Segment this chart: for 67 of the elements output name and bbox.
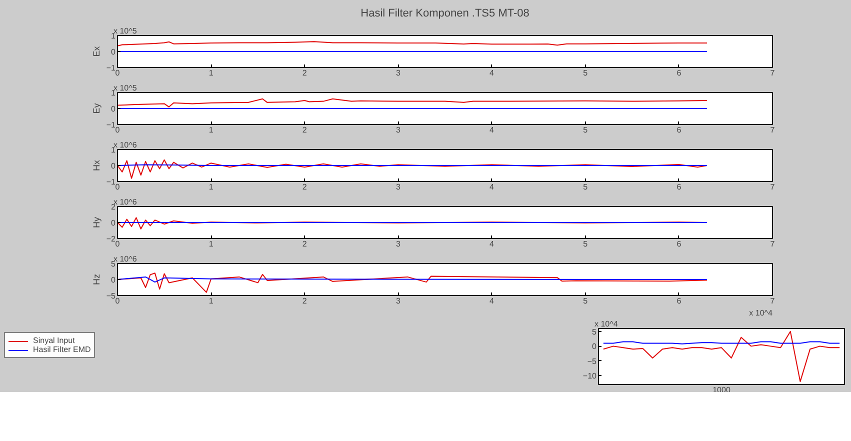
x-tick-label: 7	[770, 296, 776, 306]
y-tick-label: −1	[106, 64, 116, 72]
x-tick-label: 6	[676, 68, 682, 78]
y-tick-label: −5	[106, 292, 116, 300]
annotation: x 10^6	[114, 254, 138, 264]
x-tick-label: 4	[490, 296, 495, 306]
x-tick-label: 2	[302, 296, 308, 306]
y-tick-label: 1	[111, 32, 116, 40]
y-tick-label: −10	[582, 372, 598, 381]
y-tick-label: −2	[106, 234, 116, 244]
x-tick-label: 7	[770, 126, 776, 134]
y-tick-label: −5	[587, 356, 598, 366]
x-tick-label: 2	[302, 126, 308, 134]
x-axis-title: x 10^4	[749, 308, 774, 318]
x-tick-label: 4	[490, 126, 495, 134]
y-tick-label: 0	[592, 342, 598, 352]
x-tick-label: 6	[676, 296, 682, 306]
line-series	[602, 330, 840, 382]
y-axis-title: Ey	[91, 102, 102, 114]
y-tick-label: −1	[106, 120, 116, 130]
y-axis-title: Hx	[91, 160, 102, 171]
y-tick-label: 0	[111, 48, 116, 56]
y-tick-label: 5	[592, 327, 598, 336]
y-tick-label: 2	[111, 202, 116, 212]
x-tick-label: 1	[208, 296, 214, 306]
x-tick-label: 4	[490, 240, 495, 248]
x-tick-label: 6	[676, 126, 682, 134]
y-tick-label: 0	[111, 104, 116, 114]
x-tick-label: 1	[208, 182, 214, 192]
y-tick-label: 1	[111, 146, 116, 154]
annotation: x 10^5	[114, 84, 138, 92]
x-tick-label: 7	[770, 240, 776, 248]
y-tick-label: 1	[111, 88, 116, 98]
y-tick-label: 0	[111, 162, 116, 170]
y-axis-title: Ex	[91, 46, 102, 57]
x-tick-label: 6	[676, 240, 682, 248]
x-tick-label: 2	[302, 182, 308, 192]
legend-label: Hasil Filter EMD	[33, 345, 91, 354]
y-axis-title: Hz	[91, 274, 102, 285]
y-tick-label: 0	[111, 276, 116, 284]
x-tick-label: 2	[302, 240, 308, 248]
x-tick-label: 1	[208, 68, 214, 78]
y-axis-title: Hy	[91, 216, 102, 228]
x-tick-label: 3	[396, 296, 401, 306]
x-tick-label: 3	[396, 68, 401, 78]
y-tick-label: 5	[111, 260, 116, 268]
x-tick-label: 7	[770, 68, 776, 78]
annotation: x 10^6	[114, 198, 138, 206]
x-tick-label: 7	[770, 182, 776, 192]
x-tick-label: 3	[396, 240, 401, 248]
x-tick-label: 3	[396, 182, 401, 192]
annotation: x 10^5	[114, 26, 138, 36]
x-tick-label: 3	[396, 126, 401, 134]
line-series	[118, 98, 708, 108]
annotation: x 10^6	[114, 140, 138, 150]
y-tick-label: 0	[111, 218, 116, 228]
x-tick-label: 6	[676, 182, 682, 192]
legend-label: Sinyal Input	[33, 336, 75, 345]
x-tick-label: 4	[490, 68, 495, 78]
line-series	[118, 272, 708, 293]
x-tick-label: 1	[208, 126, 214, 134]
x-tick-label: 2	[302, 68, 308, 78]
y-tick-label: −1	[106, 178, 116, 186]
text: x 10^4	[594, 320, 618, 328]
chart-title: Hasil Filter Komponen .TS5 MT-08	[360, 8, 530, 20]
x-tick-label: 4	[490, 182, 495, 192]
x-tick-label: 1	[208, 240, 214, 248]
